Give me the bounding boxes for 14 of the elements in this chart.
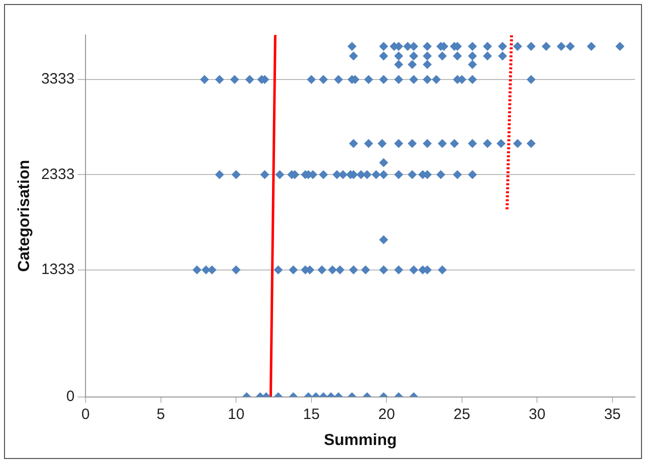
x-tick-label: 10 — [228, 406, 244, 423]
y-axis-title: Categorisation — [16, 160, 34, 272]
y-tick-label: 2333 — [41, 166, 75, 183]
y-tick-label: 1333 — [41, 261, 75, 278]
x-tick-label: 30 — [528, 406, 546, 423]
x-tick-label: 20 — [378, 406, 395, 423]
x-tick-label: 35 — [604, 406, 621, 423]
y-tick-label: 0 — [66, 388, 75, 405]
x-tick-label: 25 — [454, 406, 470, 423]
x-tick-label: 5 — [156, 406, 166, 423]
y-tick-label: 3333 — [41, 70, 75, 88]
x-tick-label: 15 — [303, 406, 320, 423]
x-axis-title: Summing — [324, 432, 397, 449]
x-tick-label: 0 — [81, 406, 90, 423]
